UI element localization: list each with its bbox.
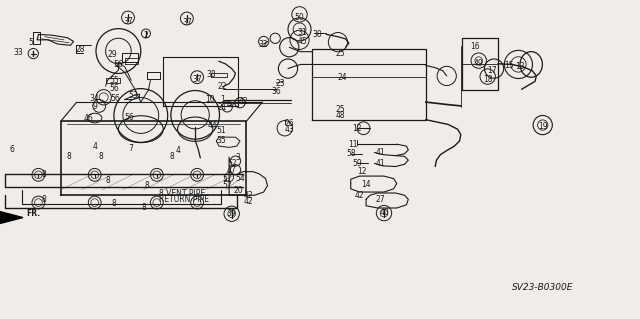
Text: 5: 5 (28, 38, 33, 47)
Text: 8: 8 (111, 199, 116, 208)
Text: 37: 37 (192, 75, 202, 84)
Polygon shape (0, 211, 23, 225)
Text: 8: 8 (41, 170, 46, 179)
Text: SV23-B0300E: SV23-B0300E (512, 283, 573, 292)
Text: 10: 10 (205, 95, 215, 104)
Text: 8 VENT PIPE: 8 VENT PIPE (159, 189, 205, 198)
Text: 21: 21 (218, 103, 227, 112)
Text: 47: 47 (227, 166, 237, 175)
Text: 42: 42 (243, 197, 253, 206)
Text: 57: 57 (222, 181, 232, 189)
Text: 40: 40 (379, 208, 389, 217)
Text: 32: 32 (259, 40, 269, 48)
Text: 33: 33 (13, 48, 23, 57)
Text: 51: 51 (216, 126, 226, 135)
Text: 34: 34 (90, 94, 100, 103)
Text: 24: 24 (337, 73, 348, 82)
Text: 36: 36 (271, 87, 282, 96)
Text: 2: 2 (143, 31, 148, 40)
Text: 26: 26 (284, 119, 294, 128)
Text: 25: 25 (335, 49, 346, 58)
Text: 4: 4 (92, 142, 97, 151)
Text: 38: 38 (206, 70, 216, 78)
Text: 59: 59 (352, 159, 362, 168)
Text: 23: 23 (275, 79, 285, 88)
Text: 8: 8 (141, 204, 147, 212)
Text: RETURN PIPE: RETURN PIPE (159, 195, 209, 204)
Text: 7: 7 (129, 144, 134, 153)
Text: 35: 35 (216, 137, 226, 145)
Text: 49: 49 (474, 59, 484, 68)
Text: 55: 55 (109, 76, 119, 85)
Text: 37: 37 (182, 19, 192, 27)
Text: 29: 29 (107, 50, 117, 59)
Text: FR.: FR. (26, 209, 40, 218)
Text: 52: 52 (227, 159, 237, 168)
Text: 1: 1 (220, 95, 225, 104)
Text: 17: 17 (486, 66, 497, 75)
Text: 56: 56 (110, 94, 120, 103)
Text: 44: 44 (207, 121, 218, 130)
Text: 45: 45 (297, 37, 307, 46)
Text: 8: 8 (67, 152, 72, 161)
Text: 27: 27 (376, 195, 386, 204)
Text: 16: 16 (470, 42, 480, 51)
Text: 48: 48 (335, 111, 346, 120)
Text: 25: 25 (335, 105, 346, 114)
Text: 41: 41 (376, 148, 386, 157)
Text: 56: 56 (109, 84, 119, 93)
Text: 54: 54 (235, 174, 245, 182)
Text: 15: 15 (504, 61, 514, 70)
Text: 42: 42 (227, 100, 237, 109)
Text: 4: 4 (175, 146, 180, 155)
Text: 57: 57 (222, 174, 232, 182)
Text: 8: 8 (41, 195, 46, 204)
Text: 43: 43 (284, 125, 294, 134)
Text: 8: 8 (105, 176, 110, 185)
Text: 9: 9 (92, 102, 97, 111)
Text: 41: 41 (376, 159, 386, 168)
Text: 42: 42 (355, 191, 365, 200)
Text: 53: 53 (128, 91, 138, 100)
Text: 28: 28 (76, 45, 84, 54)
Text: 11: 11 (349, 140, 358, 149)
Text: 8: 8 (99, 152, 104, 161)
Text: 6: 6 (9, 145, 14, 154)
Text: 50: 50 (294, 13, 305, 22)
Text: 58: 58 (346, 149, 356, 158)
Text: 12: 12 (353, 124, 362, 133)
Text: 20: 20 (233, 186, 243, 195)
Text: 8: 8 (169, 152, 174, 161)
Text: 46: 46 (83, 114, 93, 123)
Text: 22: 22 (218, 82, 227, 91)
Text: 37: 37 (123, 17, 133, 26)
Text: 39: 39 (227, 209, 237, 218)
Text: 56: 56 (113, 60, 124, 69)
Text: 12: 12 (357, 167, 366, 176)
Text: 13: 13 (515, 63, 525, 71)
Text: 42: 42 (238, 97, 248, 106)
Text: 3: 3 (236, 153, 241, 162)
Text: 14: 14 (361, 180, 371, 189)
Text: 30: 30 (312, 30, 322, 39)
Text: 56: 56 (124, 113, 134, 122)
Text: 8: 8 (145, 181, 150, 189)
Text: 18: 18 (483, 75, 492, 84)
Text: 42: 42 (243, 191, 253, 200)
Text: 19: 19 (538, 122, 548, 131)
Text: 31: 31 (297, 28, 307, 37)
